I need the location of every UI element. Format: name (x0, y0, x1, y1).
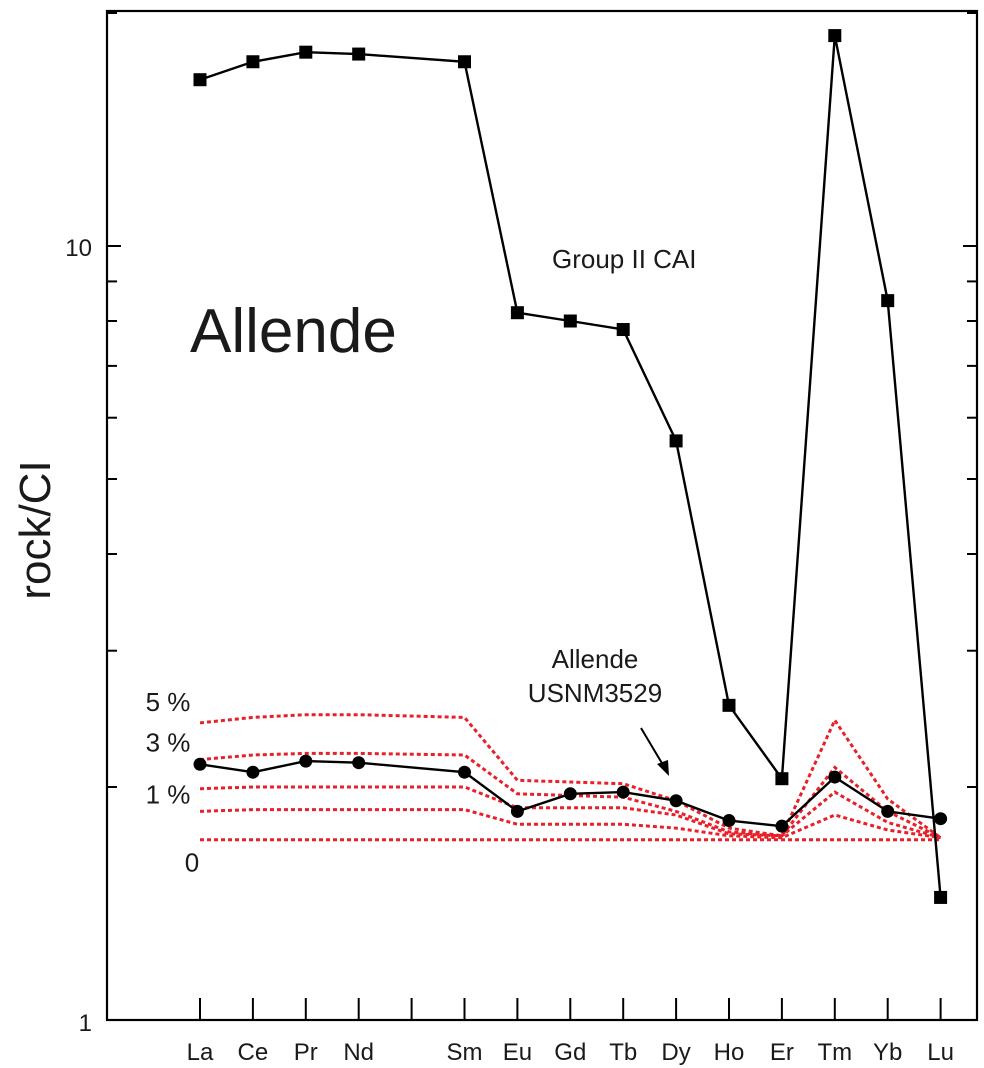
point-allende-usnm3529-nd (352, 756, 366, 770)
x-tick-label-sm: Sm (447, 1039, 483, 1066)
series-line-group-ii-cai (199, 35, 942, 898)
usnm3529-annotation-line-1: Allende (552, 644, 639, 674)
y-tick-label-10: 10 (65, 235, 92, 262)
model-curve-label: 5 % (146, 687, 191, 717)
data-series (193, 29, 948, 904)
point-allende-usnm3529-eu (510, 804, 524, 818)
model-curve-label: 0 (185, 848, 199, 878)
point-group-ii-cai-nd (352, 47, 366, 61)
point-allende-usnm3529-lu (934, 812, 948, 826)
point-allende-usnm3529-pr (299, 754, 313, 768)
point-allende-usnm3529-sm (458, 765, 471, 779)
point-group-ii-cai-tb (616, 323, 630, 337)
point-group-ii-cai-lu (934, 890, 948, 904)
y-axis-label: rock/CI (11, 460, 60, 599)
x-tick-label-gd: Gd (554, 1039, 586, 1066)
point-allende-usnm3529-tm (828, 770, 842, 784)
x-tick-label-tb: Tb (609, 1039, 637, 1066)
group-ii-cai-annotation: Group II CAI (552, 244, 697, 274)
point-allende-usnm3529-la (193, 757, 207, 771)
x-tick-label-la: La (187, 1039, 214, 1066)
model-curve-1 (199, 751, 942, 840)
point-group-ii-cai-tm (828, 29, 842, 43)
point-group-ii-cai-la (193, 73, 207, 87)
point-allende-usnm3529-dy (669, 794, 683, 808)
axis-ticks (107, 12, 977, 1021)
model-curve-label: 1 % (146, 779, 191, 809)
x-tick-label-nd: Nd (343, 1039, 374, 1066)
point-group-ii-cai-ho (722, 698, 736, 712)
x-tick-label-ce: Ce (238, 1039, 269, 1066)
plot-frame (105, 9, 979, 1022)
x-tick-label-pr: Pr (294, 1039, 318, 1066)
point-allende-usnm3529-tb (616, 785, 630, 799)
usnm3529-annotation-line-2: USNM3529 (528, 678, 662, 708)
point-group-ii-cai-yb (881, 294, 895, 308)
x-tick-labels: La Ce Pr Nd Sm Eu Gd Tb Dy Ho Er Tm Yb Lu (187, 1039, 954, 1066)
annotation-arrow-head (657, 760, 669, 776)
point-group-ii-cai-dy (669, 434, 683, 448)
x-tick-label-lu: Lu (927, 1039, 954, 1066)
point-group-ii-cai-er (775, 772, 789, 786)
point-allende-usnm3529-er (775, 819, 789, 833)
x-tick-label-er: Er (770, 1039, 794, 1066)
x-tick-label-dy: Dy (661, 1039, 690, 1066)
point-group-ii-cai-eu (510, 306, 524, 320)
point-group-ii-cai-pr (299, 45, 313, 59)
x-tick-label-tm: Tm (817, 1039, 852, 1066)
point-allende-usnm3529-ho (722, 814, 736, 828)
model-curve-0 (199, 713, 942, 839)
point-allende-usnm3529-ce (246, 765, 260, 779)
model-curve-label: 3 % (146, 728, 191, 758)
point-allende-usnm3529-yb (881, 804, 895, 818)
model-curve-3 (199, 808, 941, 840)
y-tick-label-1: 1 (79, 1010, 92, 1037)
model-curves (199, 713, 942, 842)
point-allende-usnm3529-gd (563, 787, 577, 801)
point-group-ii-cai-sm (458, 55, 471, 69)
chart-title: Allende (190, 297, 397, 366)
series-line-allende-usnm3529 (199, 759, 941, 828)
x-tick-label-yb: Yb (873, 1039, 902, 1066)
model-curve-2 (199, 785, 942, 840)
point-group-ii-cai-ce (246, 55, 260, 69)
x-tick-label-ho: Ho (714, 1039, 745, 1066)
x-tick-label-eu: Eu (503, 1039, 532, 1066)
model-curve-labels: 5 % 3 % 1 % 0 (146, 687, 200, 878)
point-group-ii-cai-gd (563, 314, 577, 328)
